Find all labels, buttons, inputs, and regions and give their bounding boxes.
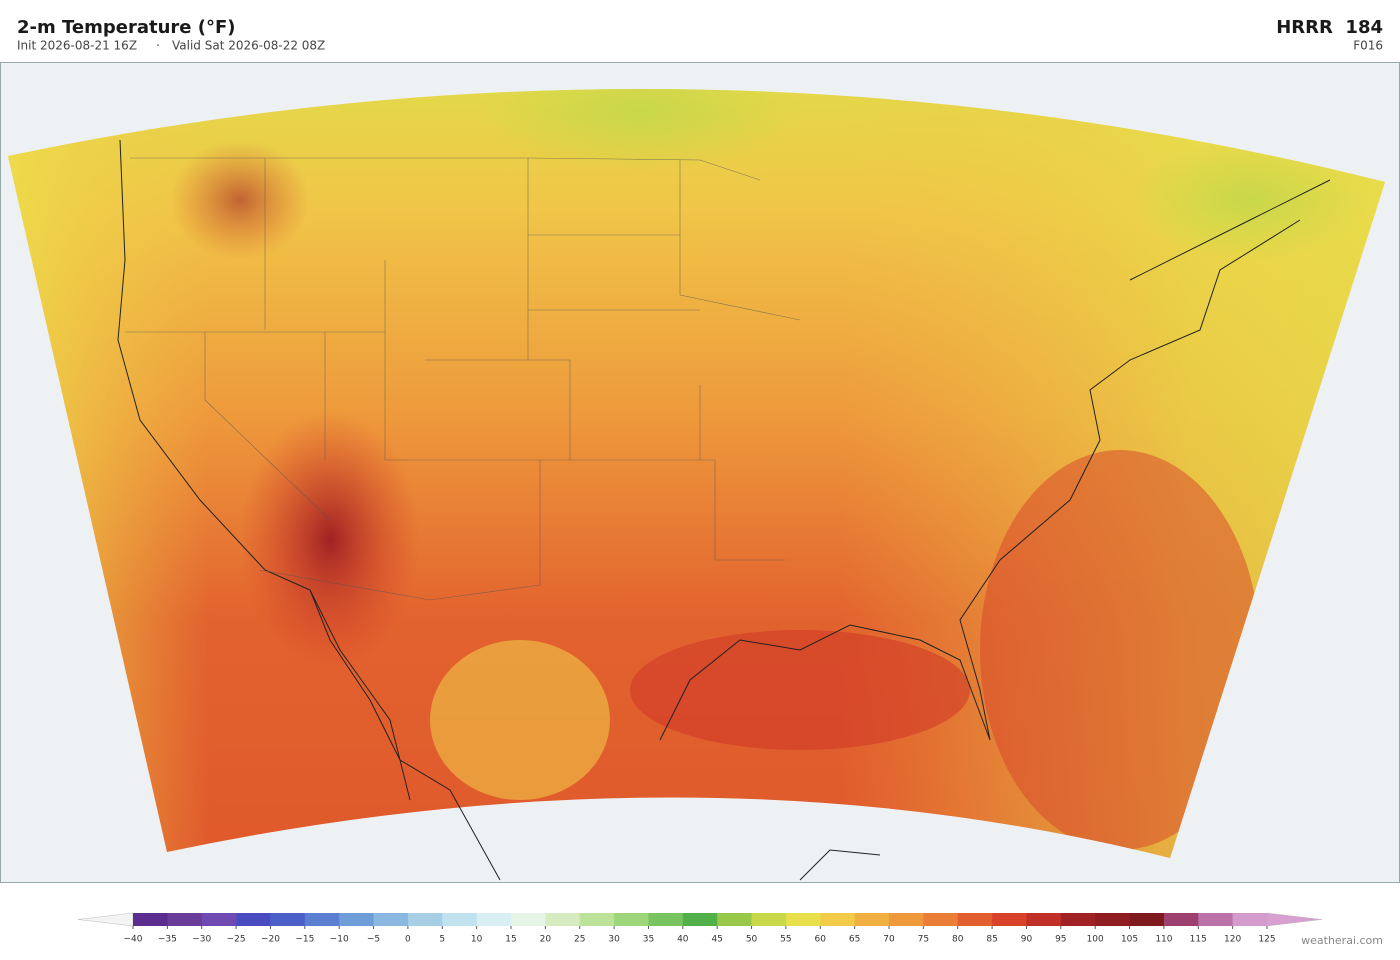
tick-label: −10 [330, 935, 349, 945]
color-bin [957, 913, 993, 926]
color-bin [236, 913, 271, 926]
tick-label: 0 [405, 935, 411, 945]
forecast-hour: F016 [1353, 39, 1383, 53]
under-triangle [77, 912, 134, 927]
separator: · [156, 39, 160, 53]
tick-label: 40 [677, 935, 689, 945]
color-bin [511, 913, 546, 926]
color-bin [820, 913, 855, 926]
model-run: HRRR 184 [1276, 17, 1383, 38]
tick-label: 5 [439, 935, 445, 945]
tick-label: 50 [746, 935, 758, 945]
color-bin [1198, 913, 1233, 926]
color-bin [373, 913, 409, 926]
color-bin [682, 913, 718, 926]
tick-label: 120 [1224, 935, 1241, 945]
color-bin [1163, 913, 1199, 926]
color-bin [785, 913, 821, 926]
color-bin [304, 913, 340, 926]
tick-label: −30 [192, 935, 211, 945]
temperature-field [8, 88, 1385, 858]
tick-label: 115 [1190, 935, 1207, 945]
tick-label: 110 [1155, 935, 1172, 945]
color-bin [992, 913, 1027, 926]
tick-label: 80 [952, 935, 964, 945]
color-bin [923, 913, 959, 926]
color-bin [442, 913, 477, 926]
tick-label: 95 [1055, 935, 1066, 945]
color-bin [717, 913, 752, 926]
tick-label: 60 [815, 935, 827, 945]
color-bin [614, 913, 649, 926]
credit: weatherai.com [1301, 934, 1383, 947]
color-bin [476, 913, 512, 926]
tick-label: −20 [261, 935, 280, 945]
color-bin [167, 913, 203, 926]
tick-label: 15 [505, 935, 516, 945]
tick-label: 75 [918, 935, 929, 945]
color-bin [201, 913, 237, 926]
valid-time: Valid Sat 2026-08-22 08Z [172, 39, 325, 53]
tick-label: 105 [1121, 935, 1138, 945]
color-bin [133, 913, 168, 926]
tick-label: 45 [711, 935, 722, 945]
coastlines [117, 139, 1331, 881]
tick-label: −25 [227, 935, 246, 945]
color-bin [889, 913, 924, 926]
title: 2-m Temperature (°F) [17, 17, 236, 38]
tick-label: −5 [367, 935, 380, 945]
tick-label: 30 [608, 935, 620, 945]
color-bin [648, 913, 684, 926]
tick-label: 65 [849, 935, 860, 945]
tick-label: 70 [883, 935, 895, 945]
tick-label: 55 [780, 935, 791, 945]
tick-label: 10 [471, 935, 483, 945]
tick-label: 100 [1087, 935, 1104, 945]
borders [125, 157, 801, 601]
tick-label: −35 [158, 935, 177, 945]
colorbar: −40 −35 −30 −25 −20 −15 −10 −5 0 5 10 15 20 25 30 35 40 4… [77, 912, 1323, 945]
tick-label: 125 [1258, 935, 1275, 945]
color-bin [407, 913, 443, 926]
color-bin [1232, 913, 1268, 926]
color-bin [751, 913, 787, 926]
color-bin [1095, 913, 1130, 926]
tick-label: −15 [295, 935, 314, 945]
color-bin [1129, 913, 1165, 926]
color-bin [854, 913, 890, 926]
init-time: Init 2026-08-21 16Z [17, 39, 137, 53]
tick-label: −40 [124, 935, 143, 945]
over-triangle [1266, 912, 1323, 927]
color-bin [270, 913, 306, 926]
color-bin [579, 913, 615, 926]
color-bin [1060, 913, 1096, 926]
tick-label: 90 [1021, 935, 1033, 945]
tick-label: 85 [986, 935, 997, 945]
tick-label: 35 [643, 935, 654, 945]
tick-label: 20 [540, 935, 552, 945]
color-bin [1026, 913, 1062, 926]
color-bin [545, 913, 581, 926]
color-bin [339, 913, 374, 926]
tick-label: 25 [574, 935, 585, 945]
